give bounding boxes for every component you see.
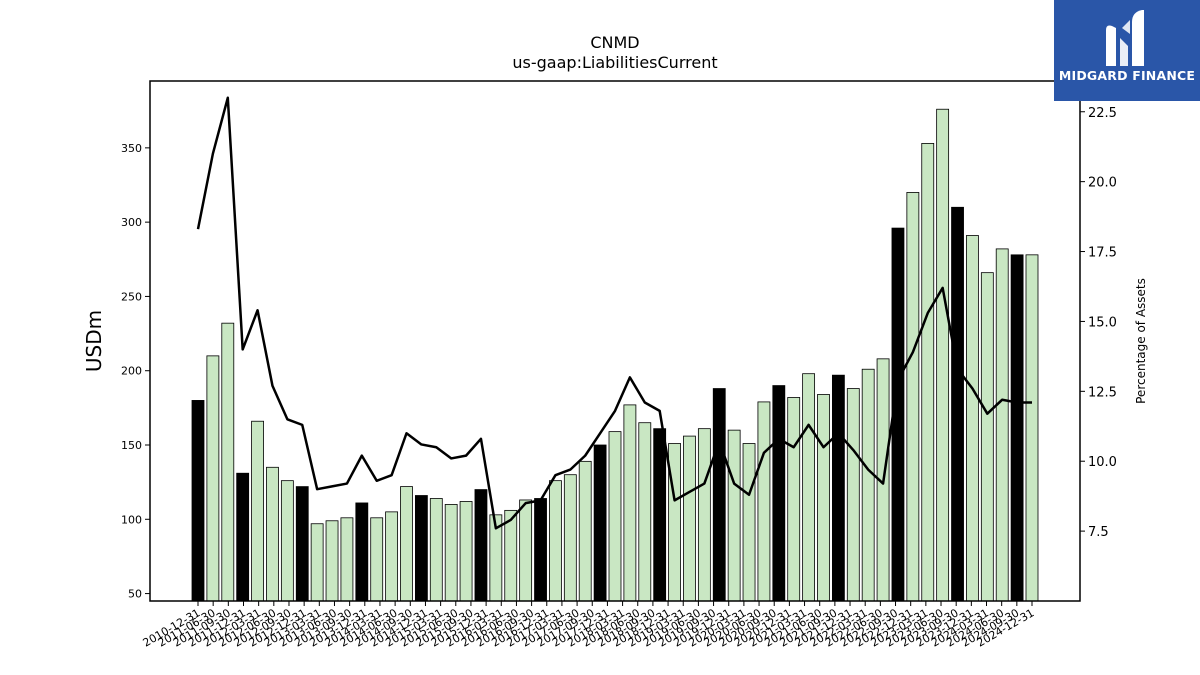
bar xyxy=(787,397,801,602)
midgard-finance-logo: MIDGARD FINANCE xyxy=(1054,0,1200,101)
bar xyxy=(757,401,771,602)
bar xyxy=(370,517,384,602)
logo-mark-icon xyxy=(1106,10,1144,66)
bar xyxy=(817,394,830,602)
bar xyxy=(459,501,473,602)
bar xyxy=(966,235,979,602)
bar xyxy=(504,509,518,602)
bar xyxy=(355,502,369,602)
bar xyxy=(251,420,264,602)
y-tick-label: 250 xyxy=(121,290,142,303)
bar xyxy=(951,206,964,602)
y-tick-label: 50 xyxy=(128,588,142,601)
bar xyxy=(519,499,533,602)
bar xyxy=(638,422,652,602)
y-axis-label: USDm xyxy=(82,310,106,372)
bar xyxy=(280,480,294,602)
bar xyxy=(608,431,622,602)
plot-frame xyxy=(149,80,1081,602)
y-tick-label: 150 xyxy=(121,439,142,452)
chart-title: CNMD xyxy=(590,33,639,52)
bar xyxy=(310,523,324,602)
bar xyxy=(712,388,726,602)
bar xyxy=(697,428,711,602)
y2-tick-label: 20.0 xyxy=(1088,176,1117,191)
bar xyxy=(191,400,205,602)
bar xyxy=(1010,254,1024,602)
bar xyxy=(266,466,279,602)
y2-axis-label: Percentage of Assets xyxy=(1134,278,1148,404)
bar xyxy=(772,385,786,602)
bar xyxy=(474,489,488,602)
y2-tick-label: 22.5 xyxy=(1088,106,1117,121)
bar xyxy=(742,443,756,602)
bar xyxy=(861,368,875,602)
logo-text: MIDGARD FINANCE xyxy=(1058,68,1196,83)
bar xyxy=(534,498,547,602)
bar xyxy=(593,444,607,602)
y2-tick-label: 17.5 xyxy=(1088,246,1117,261)
bar xyxy=(221,322,235,602)
bar xyxy=(206,355,220,602)
bar xyxy=(325,520,339,602)
bar xyxy=(683,435,696,602)
bar xyxy=(980,272,994,602)
bar xyxy=(802,373,816,602)
bar xyxy=(385,511,399,602)
y-tick-label: 350 xyxy=(121,142,142,155)
bar xyxy=(295,486,309,602)
bar xyxy=(444,504,458,602)
bar xyxy=(653,428,667,602)
bar xyxy=(668,443,681,602)
bar xyxy=(936,108,950,602)
bar xyxy=(623,404,637,602)
y2-tick-label: 12.5 xyxy=(1088,385,1117,400)
bar xyxy=(921,142,935,602)
y2-tick-label: 15.0 xyxy=(1088,315,1117,330)
bar xyxy=(549,480,562,602)
bar xyxy=(563,474,577,602)
y2-tick-label: 7.5 xyxy=(1088,525,1109,540)
y-tick-label: 200 xyxy=(121,365,142,378)
y2-tick-label: 10.0 xyxy=(1088,455,1117,470)
bar xyxy=(846,388,860,602)
bar xyxy=(400,486,413,602)
y-tick-label: 100 xyxy=(121,513,142,526)
bar xyxy=(414,495,428,602)
bar xyxy=(906,192,920,602)
y-tick-label: 300 xyxy=(121,216,142,229)
chart-subtitle: us-gaap:LiabilitiesCurrent xyxy=(512,53,717,72)
bar xyxy=(340,517,354,602)
bar xyxy=(831,374,845,602)
bar xyxy=(578,460,592,602)
bar xyxy=(429,498,443,602)
percentage-line xyxy=(196,96,1032,530)
bar xyxy=(236,472,250,602)
bar xyxy=(727,429,741,602)
bar xyxy=(995,248,1009,602)
bar xyxy=(1025,254,1039,602)
